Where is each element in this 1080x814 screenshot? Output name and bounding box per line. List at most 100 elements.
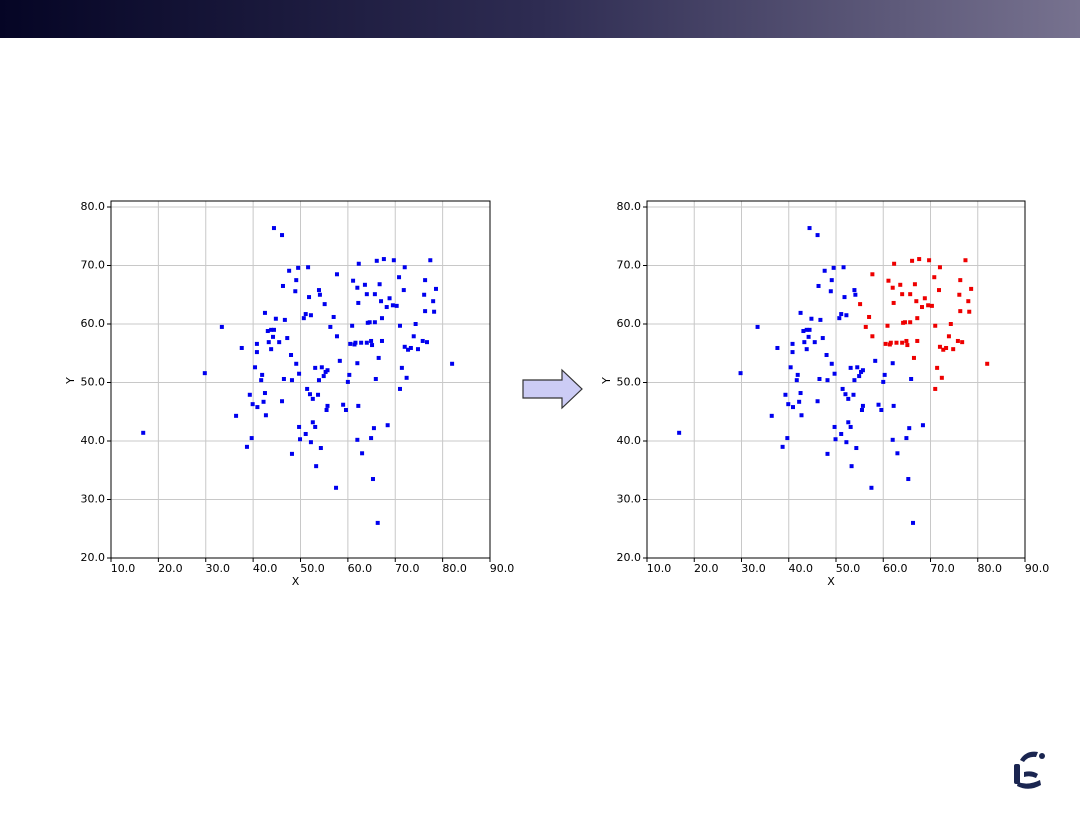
- point: [933, 386, 938, 391]
- point: [846, 396, 851, 401]
- point: [825, 451, 830, 456]
- point: [941, 347, 946, 352]
- point: [786, 402, 791, 407]
- point: [390, 303, 395, 308]
- point: [341, 402, 346, 407]
- point: [376, 355, 381, 360]
- point: [966, 299, 971, 304]
- point: [783, 392, 788, 397]
- point: [905, 343, 910, 348]
- point: [301, 316, 306, 321]
- point: [951, 347, 956, 352]
- y-tick-label: 40.0: [617, 434, 642, 447]
- point: [289, 451, 294, 456]
- y-tick-label: 50.0: [81, 376, 106, 389]
- y-tick-label: 80.0: [617, 200, 642, 213]
- point: [912, 282, 917, 287]
- point: [822, 268, 827, 273]
- point: [844, 440, 849, 445]
- point: [795, 372, 800, 377]
- point: [909, 376, 914, 381]
- point: [837, 316, 842, 321]
- point: [910, 258, 915, 263]
- point: [307, 295, 312, 300]
- point: [413, 322, 418, 326]
- point: [423, 309, 428, 314]
- header-bar: [0, 0, 1080, 38]
- point: [356, 403, 361, 408]
- point: [908, 320, 913, 325]
- point: [254, 350, 259, 355]
- point: [347, 372, 352, 377]
- x-axis-title: X: [827, 575, 835, 588]
- point: [364, 340, 369, 345]
- point: [894, 340, 899, 345]
- point: [319, 365, 324, 370]
- point: [321, 374, 326, 379]
- point: [922, 296, 927, 301]
- point: [249, 436, 254, 441]
- x-tick-label: 70.0: [930, 562, 955, 575]
- point: [828, 289, 833, 294]
- point: [829, 278, 834, 283]
- point: [298, 437, 303, 442]
- point: [933, 323, 938, 328]
- point: [870, 334, 875, 339]
- point: [890, 437, 895, 442]
- point: [415, 347, 420, 352]
- point: [141, 430, 146, 435]
- point: [266, 340, 271, 345]
- point: [825, 378, 830, 383]
- point: [818, 317, 823, 322]
- point: [833, 437, 838, 442]
- point: [337, 358, 342, 363]
- point: [963, 258, 968, 263]
- point: [812, 340, 817, 345]
- point: [313, 365, 318, 370]
- x-tick-label: 30.0: [741, 562, 766, 575]
- point: [932, 275, 937, 280]
- point: [937, 265, 942, 270]
- point: [308, 440, 313, 445]
- point: [397, 323, 402, 328]
- point: [348, 341, 353, 346]
- x-tick-label: 30.0: [206, 562, 231, 575]
- point: [892, 261, 897, 266]
- point: [306, 265, 311, 270]
- point: [293, 289, 298, 294]
- point: [844, 313, 849, 318]
- point: [860, 403, 865, 408]
- point: [350, 323, 355, 328]
- point: [851, 392, 856, 397]
- point: [900, 292, 905, 297]
- point: [677, 430, 682, 435]
- point: [832, 424, 837, 429]
- point: [328, 324, 333, 329]
- point: [790, 350, 795, 355]
- point: [219, 324, 224, 329]
- point: [424, 340, 429, 345]
- point: [269, 327, 274, 332]
- point: [848, 424, 853, 429]
- point: [829, 361, 834, 366]
- y-tick-label: 60.0: [617, 317, 642, 330]
- point: [798, 310, 803, 315]
- point: [316, 288, 321, 293]
- point: [355, 285, 360, 290]
- point: [755, 324, 760, 329]
- point: [375, 520, 380, 525]
- point: [888, 340, 893, 345]
- point: [402, 265, 407, 270]
- point: [364, 292, 369, 297]
- point: [262, 391, 267, 396]
- point: [271, 226, 276, 231]
- point: [857, 374, 862, 379]
- point: [323, 369, 328, 374]
- point: [843, 392, 848, 397]
- point: [432, 309, 437, 314]
- point: [920, 423, 925, 428]
- point: [369, 436, 374, 441]
- point: [919, 305, 924, 310]
